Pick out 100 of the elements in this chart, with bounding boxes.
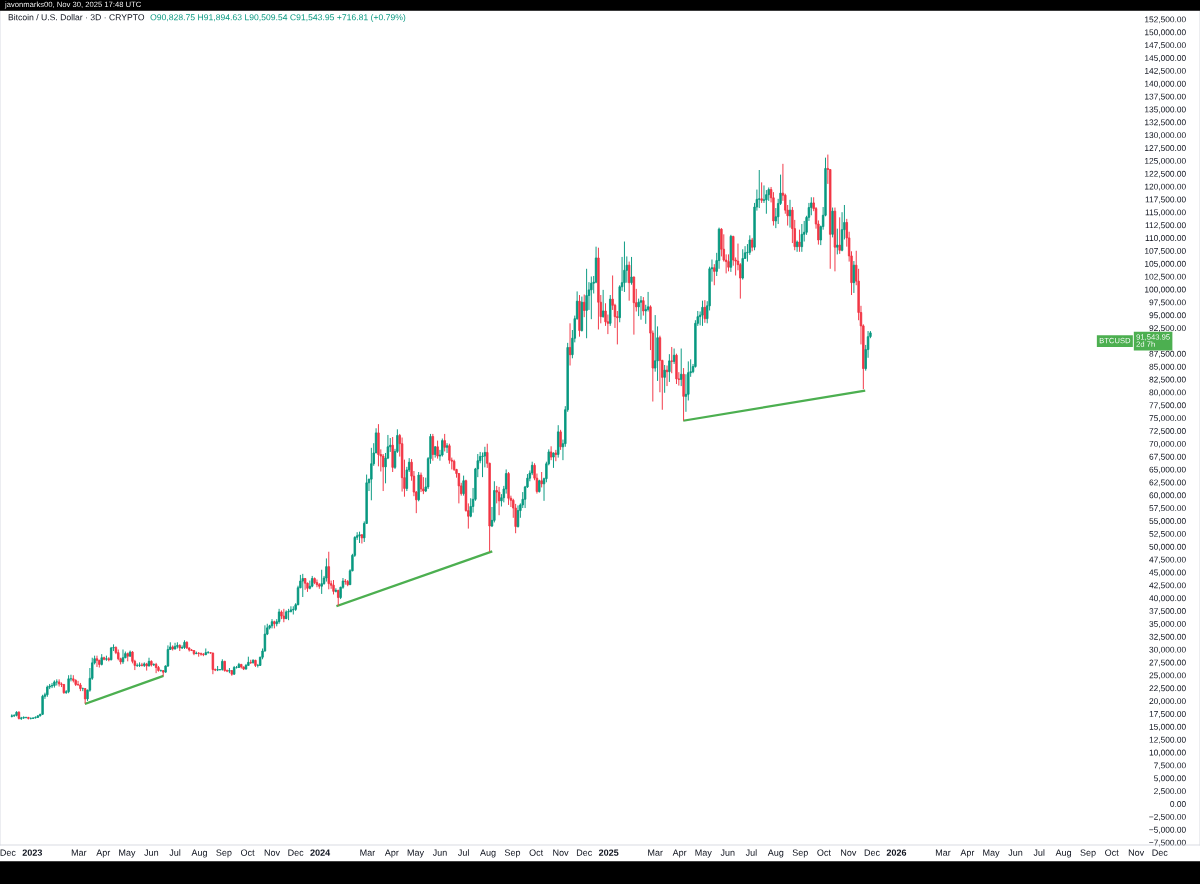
y-tick-label: 117,500.00	[1145, 196, 1186, 204]
y-tick-label: 110,000.00	[1145, 235, 1186, 242]
chart-subtitle: O90,828.75 H91,894.63 L90,509.54 C91,543.95 +716.81 (+0.79%)	[150, 13, 406, 23]
x-tick-label: Jul	[745, 849, 757, 856]
y-tick-label: 5,000.00	[1154, 775, 1186, 783]
x-tick-label: Jul	[457, 849, 469, 856]
x-tick-label: Aug	[767, 849, 784, 858]
candlestick	[514, 503, 517, 534]
y-tick-label: 122,500.00	[1145, 170, 1186, 178]
x-tick-label: Jun	[720, 849, 735, 856]
candlestick	[370, 447, 373, 501]
y-tick-label: 100,000.00	[1145, 286, 1186, 294]
x-tick-label: Sep	[504, 849, 521, 858]
y-tick-label: 40,000.00	[1149, 595, 1186, 603]
y-tick-label: 130,000.00	[1145, 132, 1186, 140]
candlestick	[758, 169, 761, 209]
y-tick-label: 112,500.00	[1145, 222, 1186, 230]
x-tick-label: May	[983, 849, 1000, 858]
candlestick	[377, 423, 380, 467]
x-tick-label: 2023	[22, 849, 43, 856]
x-tick-label: Jul	[1033, 849, 1045, 856]
y-tick-label: 105,000.00	[1145, 260, 1186, 268]
y-tick-label: 35,000.00	[1149, 620, 1186, 628]
x-tick-label: Oct	[529, 849, 544, 856]
y-tick-label: 7,500.00	[1154, 762, 1186, 770]
x-tick-label: 2025	[598, 849, 619, 856]
x-tick-label: Sep	[792, 849, 808, 858]
candlestick	[327, 551, 330, 590]
x-tick-label: Jun	[1008, 849, 1023, 856]
y-tick-label: 140,000.00	[1145, 80, 1186, 88]
x-tick-label: Aug	[1055, 849, 1072, 858]
candlestick	[675, 353, 678, 385]
y-tick-label: 127,500.00	[1145, 145, 1186, 152]
y-tick-label: 70,000.00	[1149, 440, 1186, 448]
x-tick-label: Oct	[240, 849, 255, 856]
y-tick-label: 25,000.00	[1149, 672, 1186, 680]
x-tick-label: May	[407, 849, 425, 858]
candlestick	[623, 241, 626, 293]
candlestick	[772, 191, 775, 227]
x-tick-label: Oct	[817, 849, 831, 856]
y-tick-label: 32,500.00	[1149, 633, 1186, 641]
y-tick-label: 132,500.00	[1145, 119, 1186, 127]
y-tick-label: 57,500.00	[1149, 505, 1186, 513]
candlestick	[838, 216, 841, 255]
candlestick	[559, 429, 562, 451]
x-tick-label: May	[119, 849, 136, 858]
x-tick-label: Jun	[432, 849, 447, 856]
x-tick-label: Aug	[191, 849, 207, 858]
y-tick-label: 52,500.00	[1149, 530, 1186, 538]
y-tick-label: −2,500.00	[1149, 813, 1186, 821]
y-tick-label: 92,500.00	[1149, 325, 1186, 333]
x-tick-label: Mar	[648, 849, 663, 856]
y-tick-label: 137,500.00	[1145, 93, 1186, 101]
y-tick-label: 22,500.00	[1149, 685, 1186, 693]
y-tick-label: −7,500.00	[1149, 839, 1186, 847]
y-tick-label: 85,000.00	[1149, 363, 1186, 371]
y-tick-label: 135,000.00	[1145, 106, 1186, 114]
y-tick-label: 75,000.00	[1149, 415, 1186, 423]
y-tick-label: 60,000.00	[1149, 492, 1186, 500]
y-tick-label: 77,500.00	[1149, 402, 1186, 410]
candlestick	[713, 263, 716, 286]
x-tick-label: Dec	[1152, 849, 1168, 856]
candlestick	[334, 587, 338, 593]
x-tick-label: May	[695, 849, 712, 858]
y-tick-label: 20,000.00	[1149, 698, 1186, 706]
x-tick-label: Mar	[935, 849, 951, 856]
y-tick-label: 27,500.00	[1149, 659, 1186, 667]
y-tick-label: 30,000.00	[1149, 646, 1186, 654]
candlestick	[308, 580, 312, 590]
y-tick-label: 0.00	[1170, 801, 1186, 807]
y-tick-label: 55,000.00	[1149, 518, 1186, 525]
y-tick-label: 120,000.00	[1145, 183, 1186, 191]
x-tick-label: Apr	[960, 849, 975, 858]
y-tick-label: 95,000.00	[1149, 312, 1186, 320]
candlestick	[630, 256, 633, 286]
y-tick-label: 65,000.00	[1149, 466, 1186, 474]
x-tick-label: Mar	[71, 849, 87, 856]
x-tick-label: Nov	[1128, 849, 1145, 856]
x-tick-label: 2024	[310, 849, 331, 856]
candlestick	[831, 207, 834, 238]
candlestick	[448, 443, 451, 465]
x-tick-label: Dec	[0, 849, 16, 856]
candlestick	[557, 424, 560, 459]
y-tick-label: 115,000.00	[1145, 209, 1186, 217]
x-tick-label: Dec	[288, 849, 304, 856]
x-tick-label: Aug	[480, 849, 496, 858]
x-tick-label: Mar	[360, 849, 376, 856]
y-tick-label: 150,000.00	[1145, 29, 1186, 37]
y-tick-label: 87,500.00	[1149, 350, 1186, 358]
y-tick-label: 67,500.00	[1149, 453, 1186, 461]
y-tick-label: 15,000.00	[1149, 723, 1186, 731]
y-tick-label: 142,500.00	[1145, 67, 1186, 75]
y-tick-label: 82,500.00	[1149, 376, 1186, 384]
y-tick-label: 107,500.00	[1145, 247, 1186, 255]
y-tick-label: 42,500.00	[1149, 582, 1186, 590]
y-tick-label: 72,500.00	[1149, 428, 1186, 435]
y-tick-label: 97,500.00	[1149, 299, 1186, 307]
candlestick	[701, 300, 704, 327]
y-tick-label: 17,500.00	[1149, 711, 1186, 718]
x-tick-label: Sep	[216, 849, 232, 858]
